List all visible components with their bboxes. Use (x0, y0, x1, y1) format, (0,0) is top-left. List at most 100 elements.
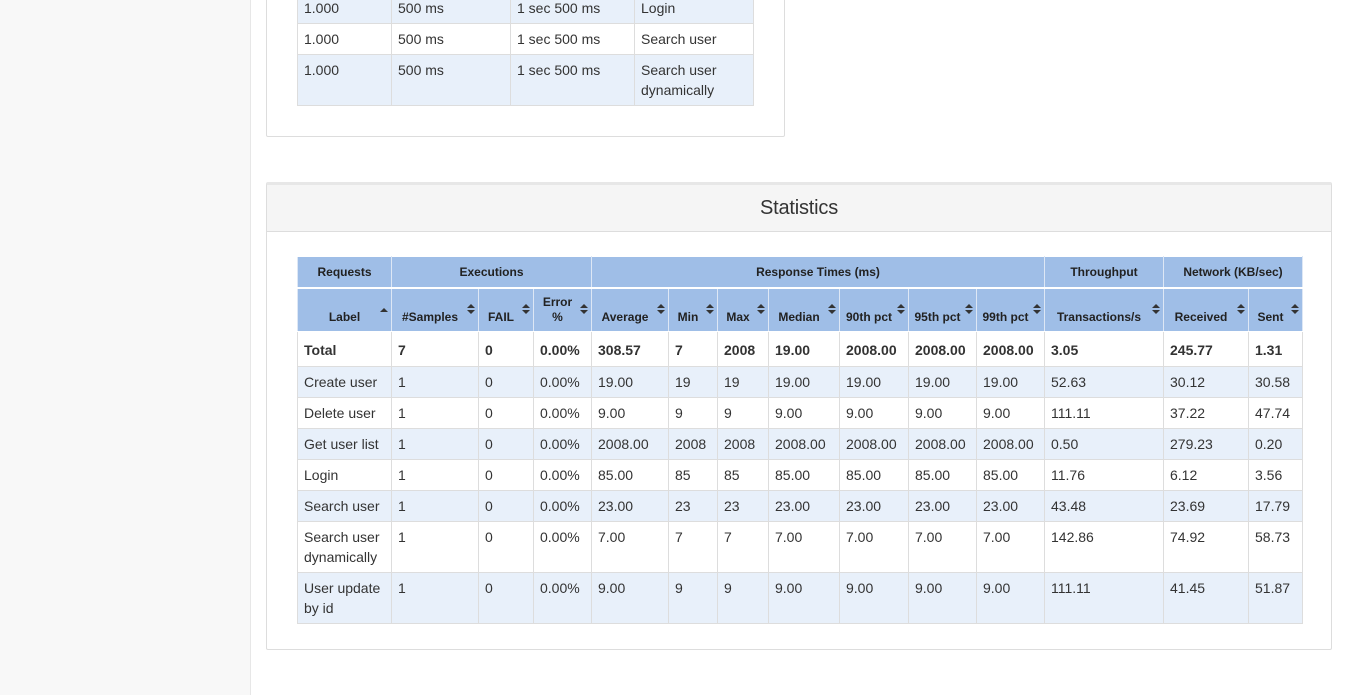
sort-both-icon (757, 303, 765, 316)
label-cell: Get user list (297, 428, 392, 460)
value-cell: 7 (717, 521, 769, 573)
sort-both-icon (1291, 303, 1299, 316)
value-cell: 19 (717, 366, 769, 398)
table-row: Search user 1 0 0.00% 23.00 23 23 23.00 23.00 23.… (297, 490, 1303, 522)
value-cell: 0 (478, 366, 534, 398)
value-cell: 2008.00 (768, 428, 840, 460)
value-cell: 2008.00 (908, 428, 977, 460)
frustrated-cell: 1 sec 500 ms (510, 23, 635, 55)
column-header-transactions-s[interactable]: Transactions/s (1044, 287, 1164, 332)
column-group-row: Requests Executions Response Times (ms) … (297, 256, 1303, 289)
value-cell: 9 (668, 572, 718, 624)
value-cell: 19.00 (976, 366, 1045, 398)
column-header-label: Received (1174, 310, 1228, 324)
value-cell: 7 (391, 331, 479, 367)
column-header-label[interactable]: Label (297, 287, 392, 332)
value-cell: 9 (717, 397, 769, 429)
value-cell: 2008 (717, 428, 769, 460)
sort-both-icon (1152, 303, 1160, 316)
value-cell: 30.12 (1163, 366, 1249, 398)
value-cell: 9.00 (591, 572, 669, 624)
column-header-label: 90th pct (845, 310, 892, 324)
value-cell: 7.00 (908, 521, 977, 573)
value-cell: 0 (478, 490, 534, 522)
column-header-99th-pct[interactable]: 99th pct (976, 287, 1045, 332)
label-cell: Delete user (297, 397, 392, 429)
value-cell: 9.00 (908, 397, 977, 429)
column-header-received[interactable]: Received (1163, 287, 1249, 332)
group-requests: Requests (297, 256, 392, 289)
table-row: User update by id 1 0 0.00% 9.00 9 9 9.00 9.00 9.… (297, 572, 1303, 624)
value-cell: 3.05 (1044, 331, 1164, 367)
value-cell: 0 (478, 459, 534, 491)
value-cell: 9.00 (839, 572, 909, 624)
sort-both-icon (706, 303, 714, 316)
tolerated-cell: 500 ms (391, 23, 511, 55)
column-header-fail[interactable]: FAIL (478, 287, 534, 332)
value-cell: 2008.00 (839, 428, 909, 460)
value-cell: 0.00% (533, 521, 592, 573)
value-cell: 9 (717, 572, 769, 624)
table-row: Login 1 0 0.00% 85.00 85 85 85.00 85.00 85.00 85.0… (297, 459, 1303, 491)
value-cell: 23.00 (908, 490, 977, 522)
column-header-samples[interactable]: #Samples (391, 287, 479, 332)
frustrated-cell: 1 sec 500 ms (510, 54, 635, 106)
value-cell: 9.00 (839, 397, 909, 429)
value-cell: 9.00 (908, 572, 977, 624)
value-cell: 0.00% (533, 331, 592, 367)
column-header-label: 95th pct (914, 310, 961, 324)
value-cell: 43.48 (1044, 490, 1164, 522)
value-cell: 74.92 (1163, 521, 1249, 573)
column-header-label: 99th pct (982, 310, 1029, 324)
statistics-body: Total 7 0 0.00% 308.57 7 2008 19.00 2008.00 2008.… (297, 331, 1303, 624)
value-cell: 0 (478, 521, 534, 573)
column-header-max[interactable]: Max (717, 287, 769, 332)
apdex-cell: 1.000 (297, 0, 392, 24)
value-cell: 51.87 (1248, 572, 1303, 624)
value-cell: 37.22 (1163, 397, 1249, 429)
value-cell: 85.00 (591, 459, 669, 491)
value-cell: 1 (391, 521, 479, 573)
sort-both-icon (1237, 303, 1245, 316)
value-cell: 2008.00 (976, 428, 1045, 460)
column-header-average[interactable]: Average (591, 287, 669, 332)
value-cell: 2008.00 (591, 428, 669, 460)
sort-both-icon (1033, 303, 1041, 316)
value-cell: 111.11 (1044, 572, 1164, 624)
value-cell: 0.00% (533, 490, 592, 522)
value-cell: 1 (391, 490, 479, 522)
value-cell: 52.63 (1044, 366, 1164, 398)
value-cell: 85.00 (908, 459, 977, 491)
value-cell: 85.00 (976, 459, 1045, 491)
apdex-row: 1.000 500 ms 1 sec 500 ms Search user dy… (297, 54, 754, 106)
value-cell: 7 (668, 331, 718, 367)
group-throughput: Throughput (1044, 256, 1164, 289)
value-cell: 3.56 (1248, 459, 1303, 491)
column-header-95th-pct[interactable]: 95th pct (908, 287, 977, 332)
value-cell: 1 (391, 459, 479, 491)
column-header-sent[interactable]: Sent (1248, 287, 1303, 332)
value-cell: 30.58 (1248, 366, 1303, 398)
value-cell: 9 (668, 397, 718, 429)
column-header-90th-pct[interactable]: 90th pct (839, 287, 909, 332)
sidebar (0, 0, 251, 695)
value-cell: 17.79 (1248, 490, 1303, 522)
column-header-label: Min (677, 310, 699, 324)
apdex-cell: 1.000 (297, 23, 392, 55)
column-header-min[interactable]: Min (668, 287, 718, 332)
column-header-error[interactable]: Error % (533, 287, 592, 332)
value-cell: 7.00 (768, 521, 840, 573)
sort-both-icon (828, 303, 836, 316)
value-cell: 9.00 (768, 572, 840, 624)
group-executions: Executions (391, 256, 592, 289)
value-cell: 7.00 (591, 521, 669, 573)
column-header-median[interactable]: Median (768, 287, 840, 332)
value-cell: 279.23 (1163, 428, 1249, 460)
value-cell: 111.11 (1044, 397, 1164, 429)
frustrated-cell: 1 sec 500 ms (510, 0, 635, 24)
group-response-times: Response Times (ms) (591, 256, 1045, 289)
value-cell: 85.00 (839, 459, 909, 491)
statistics-table: Requests Executions Response Times (ms) … (297, 256, 1303, 624)
value-cell: 0 (478, 572, 534, 624)
value-cell: 9.00 (768, 397, 840, 429)
